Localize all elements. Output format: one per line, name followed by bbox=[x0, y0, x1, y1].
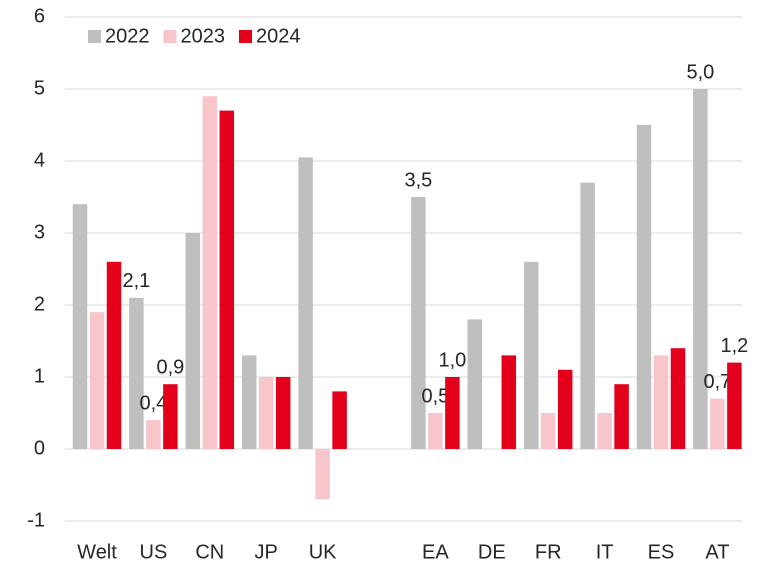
bar bbox=[614, 384, 629, 449]
x-tick-label: EA bbox=[422, 541, 449, 563]
bar bbox=[710, 398, 725, 449]
bar bbox=[557, 369, 573, 449]
value-label: 2,1 bbox=[122, 270, 150, 292]
bar bbox=[597, 413, 612, 449]
bar bbox=[653, 355, 669, 449]
legend-label: 2024 bbox=[256, 25, 301, 47]
bar bbox=[219, 110, 235, 449]
value-label: 3,5 bbox=[404, 169, 432, 191]
value-label: 1,0 bbox=[438, 349, 466, 371]
bar bbox=[580, 182, 595, 449]
x-tick-label: Welt bbox=[77, 541, 117, 563]
bar bbox=[693, 89, 708, 449]
y-tick-label: 2 bbox=[34, 293, 45, 315]
bar bbox=[523, 261, 539, 449]
legend-label: 2023 bbox=[181, 25, 226, 47]
bar bbox=[315, 449, 330, 500]
legend-swatch bbox=[88, 30, 101, 43]
value-label: 1,2 bbox=[720, 335, 748, 357]
x-tick-label: FR bbox=[535, 541, 562, 563]
bar bbox=[411, 197, 426, 449]
bar bbox=[202, 96, 218, 449]
bar bbox=[332, 391, 347, 449]
bar bbox=[146, 420, 161, 449]
bar bbox=[163, 384, 178, 449]
x-tick-label: DE bbox=[478, 541, 506, 563]
x-tick-label: IT bbox=[596, 541, 614, 563]
bar bbox=[275, 377, 291, 449]
legend-swatch bbox=[239, 30, 252, 43]
y-tick-label: 6 bbox=[34, 5, 45, 27]
bar bbox=[501, 355, 517, 449]
y-tick-label: -1 bbox=[27, 509, 45, 531]
bar bbox=[241, 355, 257, 449]
bar bbox=[727, 362, 742, 449]
y-tick-label: 5 bbox=[34, 77, 45, 99]
bar bbox=[636, 125, 652, 449]
bar bbox=[467, 319, 483, 449]
y-tick-label: 1 bbox=[34, 365, 45, 387]
bar bbox=[428, 413, 443, 449]
bar bbox=[106, 261, 122, 449]
value-label: 0,5 bbox=[421, 385, 449, 407]
y-tick-label: 4 bbox=[34, 149, 45, 171]
bar bbox=[258, 377, 274, 449]
y-tick-label: 3 bbox=[34, 221, 45, 243]
value-label: 0,7 bbox=[703, 371, 731, 393]
y-tick-label: 0 bbox=[34, 437, 45, 459]
bar bbox=[445, 377, 460, 449]
value-label: 5,0 bbox=[686, 61, 714, 83]
x-tick-label: CN bbox=[195, 541, 224, 563]
bar bbox=[298, 157, 313, 449]
bar bbox=[670, 348, 686, 449]
value-label: 0,9 bbox=[156, 356, 184, 378]
bar bbox=[540, 413, 556, 449]
legend-label: 2022 bbox=[105, 25, 150, 47]
x-tick-label: JP bbox=[255, 541, 278, 563]
x-tick-label: AT bbox=[705, 541, 729, 563]
x-tick-label: UK bbox=[309, 541, 337, 563]
x-tick-label: ES bbox=[648, 541, 675, 563]
bar bbox=[72, 204, 88, 449]
bar bbox=[185, 233, 201, 449]
bar bbox=[89, 312, 105, 449]
value-label: 0,4 bbox=[139, 392, 167, 414]
x-tick-label: US bbox=[140, 541, 168, 563]
legend-swatch bbox=[163, 30, 177, 43]
bar bbox=[129, 297, 144, 449]
